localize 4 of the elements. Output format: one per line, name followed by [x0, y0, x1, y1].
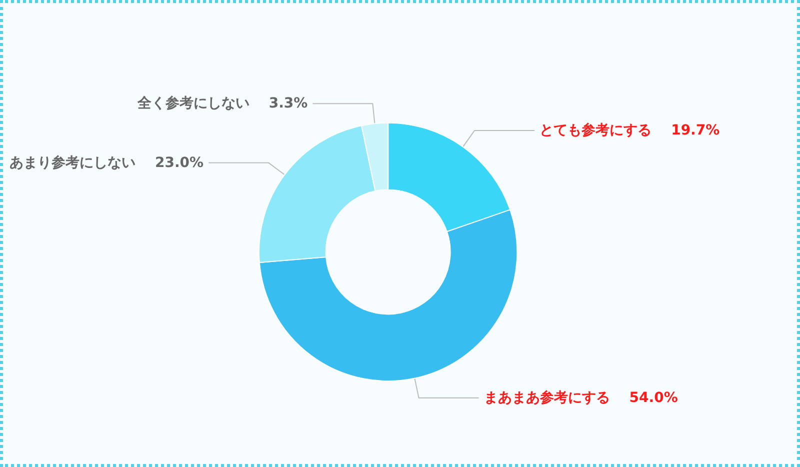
slice-label: あまり参考にしない 23.0% — [10, 154, 204, 171]
slice-label: 全く参考にしない 3.3% — [136, 94, 308, 112]
slice-label: とても参考にする 19.7% — [540, 122, 720, 139]
slice-label: まあまあ参考にする 54.0% — [484, 388, 678, 406]
